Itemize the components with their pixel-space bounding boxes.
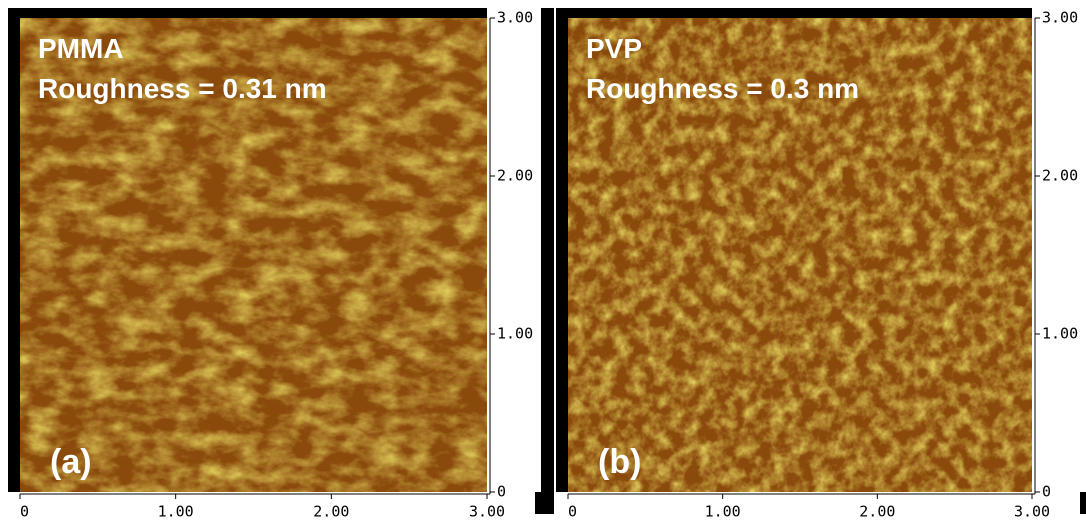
- y-tick-label: 2.00: [497, 167, 533, 185]
- y-tick-label: 3.00: [497, 9, 533, 27]
- y-tick-label: 1.00: [1042, 325, 1078, 343]
- sample-name: PVP: [586, 33, 642, 64]
- x-tick-label: 2.00: [859, 503, 895, 521]
- x-tick-label: 1.00: [705, 503, 741, 521]
- roughness: Roughness = 0.3 nm: [586, 73, 859, 104]
- axis-area: [1032, 8, 1086, 492]
- afm-texture: [20, 18, 487, 492]
- x-tick-label: 0: [568, 503, 577, 521]
- panel-label: (b): [598, 443, 641, 481]
- axis-area: [8, 492, 535, 522]
- y-tick-label: 0: [1042, 483, 1051, 501]
- panel-label: (a): [50, 443, 92, 481]
- x-tick-label: 0: [20, 503, 29, 521]
- sample-name: PMMA: [38, 33, 124, 64]
- axis-area: [556, 492, 1080, 522]
- x-tick-label: 1.00: [158, 503, 194, 521]
- x-tick-label: 3.00: [1014, 503, 1050, 521]
- y-tick-label: 1.00: [497, 325, 533, 343]
- y-tick-label: 0: [497, 483, 506, 501]
- x-tick-label: 3.00: [469, 503, 505, 521]
- axis-area: [487, 8, 541, 492]
- y-tick-label: 2.00: [1042, 167, 1078, 185]
- afm-texture: [568, 18, 1032, 492]
- x-tick-label: 2.00: [313, 503, 349, 521]
- y-tick-label: 3.00: [1042, 9, 1078, 27]
- roughness: Roughness = 0.31 nm: [38, 73, 327, 104]
